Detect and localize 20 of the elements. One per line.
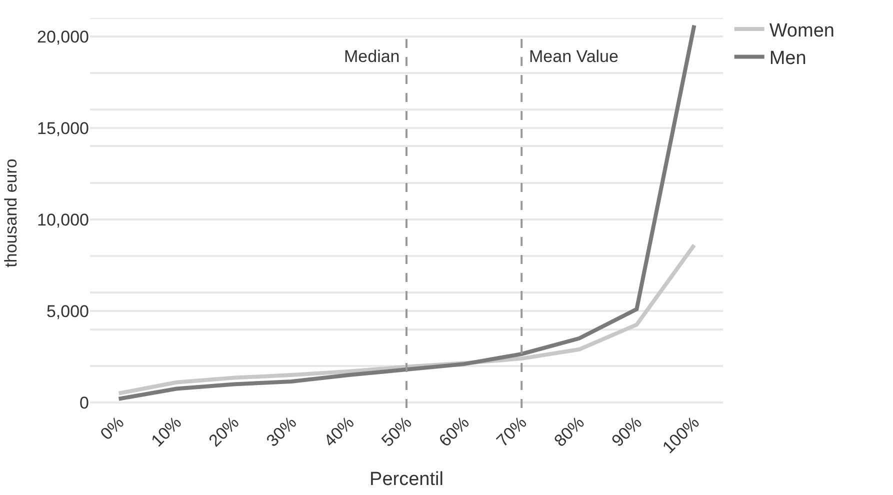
- x-tick-label: 0%: [96, 412, 128, 444]
- y-tick-label: 5,000: [46, 302, 89, 321]
- x-tick-label: 30%: [262, 412, 300, 450]
- x-tick-label: 40%: [320, 412, 358, 450]
- x-axis-title: Percentil: [370, 468, 444, 490]
- y-tick-label: 15,000: [37, 118, 89, 138]
- y-tick-label: 10,000: [37, 210, 89, 230]
- legend-label: Women: [769, 20, 834, 42]
- legend-label: Men: [769, 48, 806, 70]
- ref-line-label: Mean Value: [529, 47, 618, 66]
- ref-line-label: Median: [344, 47, 400, 66]
- x-tick-label: 70%: [492, 412, 530, 450]
- x-tick-label: 90%: [608, 412, 646, 450]
- y-axis-title: thousand euro: [2, 158, 21, 268]
- line-series: [116, 23, 696, 401]
- x-tick-label: 80%: [550, 412, 588, 450]
- y-tick-label: 20,000: [37, 27, 89, 46]
- x-tick-label: 60%: [435, 412, 473, 450]
- x-tick-label: 50%: [378, 412, 416, 450]
- y-tick-label: 0: [80, 393, 89, 412]
